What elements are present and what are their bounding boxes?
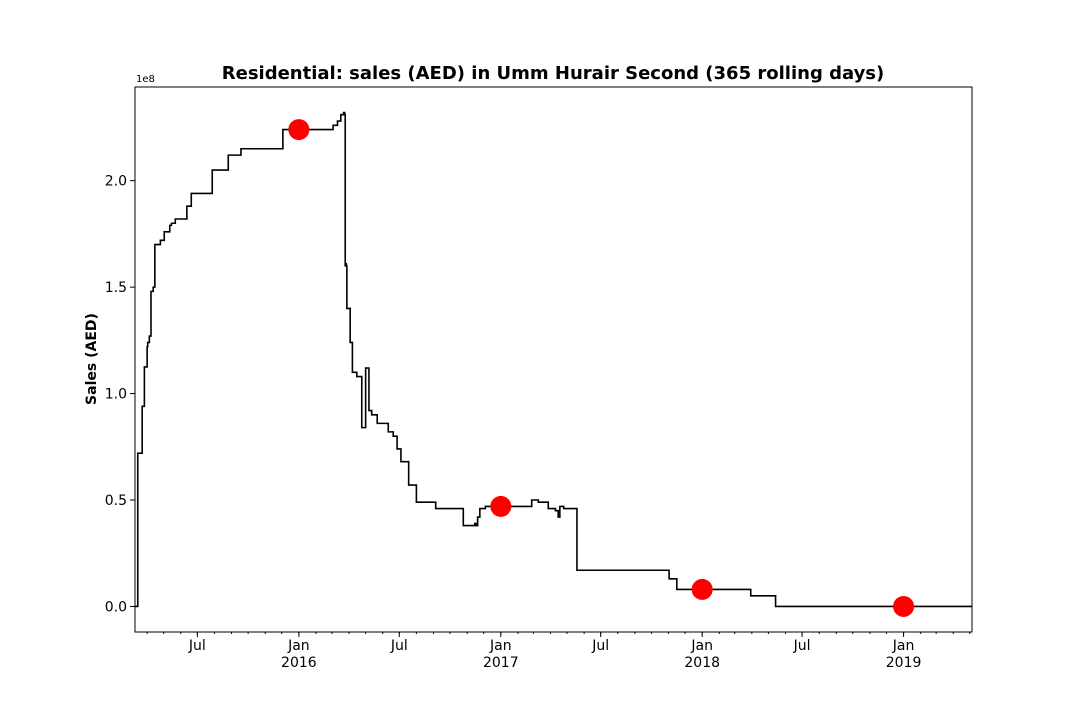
marker-point-0 (288, 119, 310, 141)
x-tick-label: Jan (489, 638, 512, 654)
x-tick-year-label: 2016 (281, 655, 317, 671)
x-tick-label: Jul (188, 638, 206, 654)
y-axis-label: Sales (AED) (84, 313, 100, 405)
x-tick-label: Jul (390, 638, 408, 654)
x-tick-year-label: 2019 (886, 655, 922, 671)
x-tick-label: Jan (287, 638, 310, 654)
x-tick-label: Jan (690, 638, 713, 654)
series-line-0 (135, 111, 972, 608)
x-tick-label: Jul (793, 638, 811, 654)
x-tick-label: Jan (892, 638, 915, 654)
y-tick-label: 0.5 (105, 493, 127, 509)
marker-point-3 (893, 595, 915, 617)
chart-title: Residential: sales (AED) in Umm Hurair S… (222, 63, 885, 84)
y-tick-label: 1.5 (105, 280, 127, 296)
plot-frame (134, 86, 973, 633)
y-tick-label: 0.0 (105, 599, 127, 615)
x-tick-year-label: 2018 (684, 655, 720, 671)
y-tick-label: 2.0 (105, 174, 127, 190)
y-axis-offset-label: 1e8 (136, 74, 155, 85)
x-tick-year-label: 2017 (483, 655, 519, 671)
marker-point-2 (691, 578, 713, 600)
y-tick-label: 1.0 (105, 387, 127, 403)
marker-point-1 (490, 495, 512, 517)
x-tick-label: Jul (591, 638, 609, 654)
